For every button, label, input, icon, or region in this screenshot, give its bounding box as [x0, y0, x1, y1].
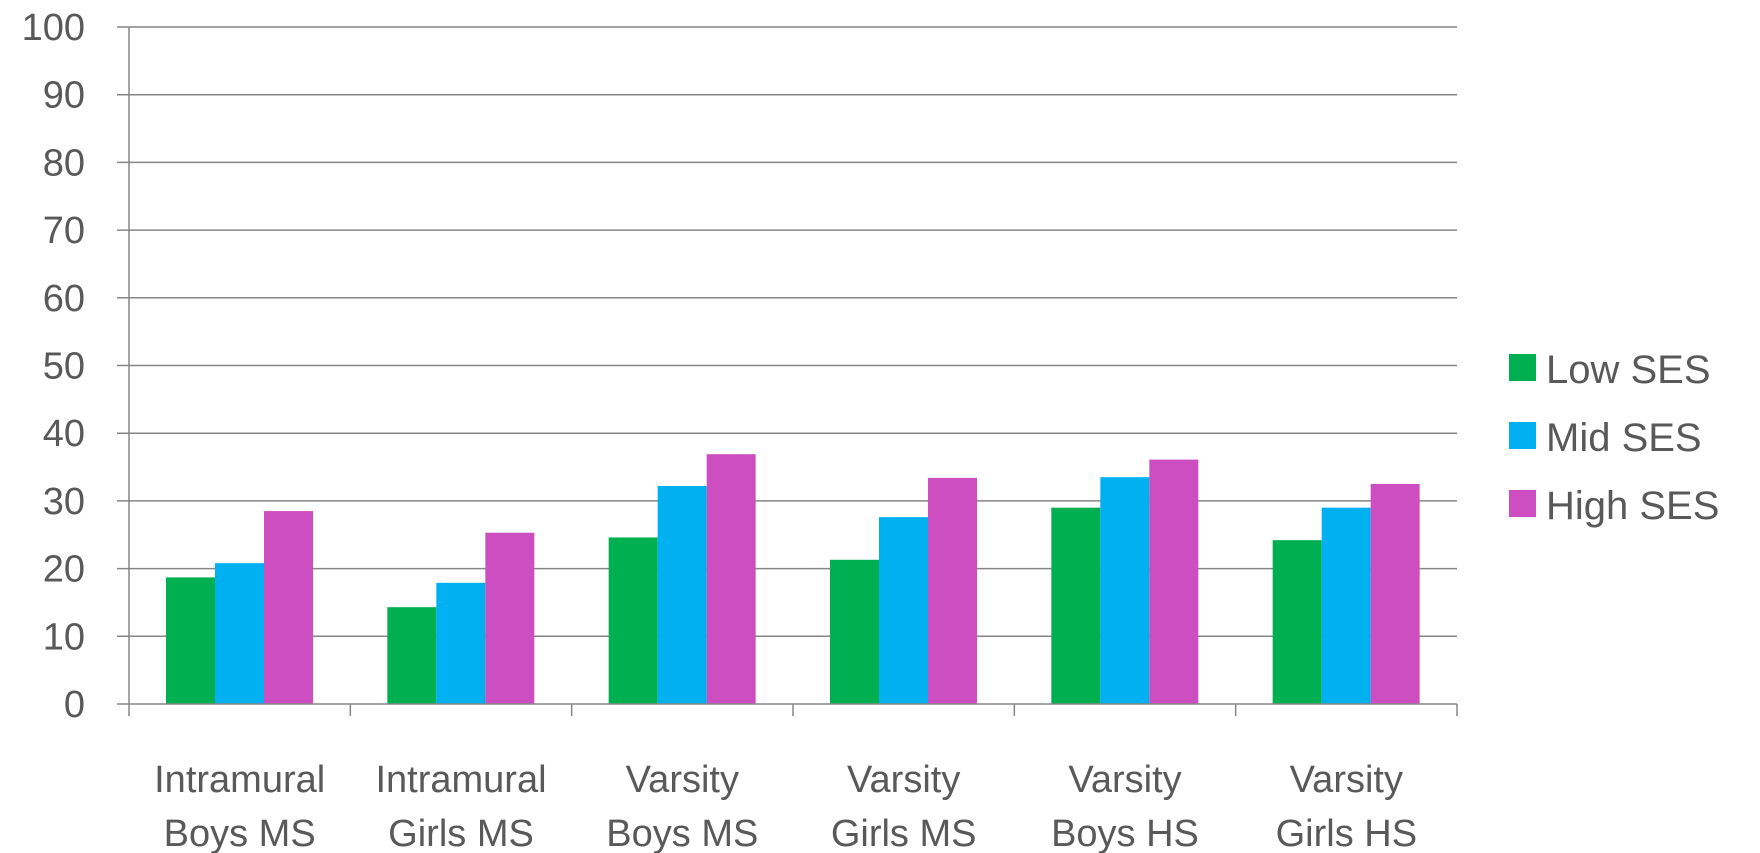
x-tick-label: Girls MS: [388, 813, 534, 853]
bar-high-ses: [264, 511, 313, 704]
legend-swatch-low-ses: [1509, 354, 1536, 381]
bar-mid-ses: [879, 517, 928, 704]
y-tick-label: 0: [64, 684, 85, 726]
bar-low-ses: [608, 537, 658, 704]
y-tick-label: 80: [43, 142, 85, 184]
legend: Low SES Mid SES High SES: [1509, 348, 1719, 528]
bar-low-ses: [830, 559, 879, 704]
bar-high-ses: [928, 477, 977, 704]
y-tick-label: 70: [43, 210, 85, 252]
x-tick-label: Varsity: [1290, 759, 1403, 801]
bar-low-ses: [1272, 540, 1322, 704]
x-tick-label: Boys MS: [606, 813, 758, 853]
bar-mid-ses: [436, 582, 486, 704]
y-tick-label: 30: [43, 481, 85, 523]
bar-high-ses: [706, 454, 756, 704]
y-tick-label: 20: [43, 549, 85, 591]
bar-mid-ses: [657, 486, 707, 704]
x-tick-label: Boys HS: [1051, 813, 1199, 853]
y-tick-label: 10: [43, 616, 85, 658]
x-tick-label: Girls MS: [831, 813, 977, 853]
bar-low-ses: [166, 577, 215, 704]
gridlines: [117, 26, 1457, 638]
x-tick-label: Boys MS: [164, 813, 316, 853]
y-tick-label: 90: [43, 75, 85, 117]
x-tick-label: Girls HS: [1276, 813, 1417, 853]
bar-high-ses: [1370, 483, 1420, 704]
legend-swatch-high-ses: [1509, 490, 1536, 517]
bar-low-ses: [1051, 507, 1101, 704]
bar-mid-ses: [1321, 507, 1371, 704]
bars: [166, 454, 1420, 704]
legend-label: Low SES: [1546, 348, 1711, 392]
x-tick-labels: Intramural Boys MS Intramural Girls MS Varsi…: [154, 759, 1417, 853]
y-tick-label: 50: [43, 346, 85, 388]
bar-high-ses: [1149, 459, 1199, 704]
axes: [117, 27, 1458, 716]
legend-label: High SES: [1546, 484, 1719, 528]
y-tick-label: 60: [43, 278, 85, 320]
y-tick-label: 100: [22, 7, 85, 49]
bar-high-ses: [485, 532, 535, 704]
x-tick-label: Intramural: [375, 759, 546, 801]
y-tick-labels: 0 10 20 30 40 50 60 70 80 90 100: [22, 7, 85, 726]
x-tick-label: Intramural: [154, 759, 325, 801]
y-tick-label: 40: [43, 413, 85, 455]
bar-low-ses: [387, 607, 437, 704]
legend-label: Mid SES: [1546, 416, 1702, 460]
bar-mid-ses: [1100, 477, 1150, 704]
bar-mid-ses: [215, 563, 264, 704]
x-tick-label: Varsity: [847, 759, 960, 801]
x-tick-label: Varsity: [626, 759, 739, 801]
legend-swatch-mid-ses: [1509, 422, 1536, 449]
x-tick-label: Varsity: [1068, 759, 1181, 801]
